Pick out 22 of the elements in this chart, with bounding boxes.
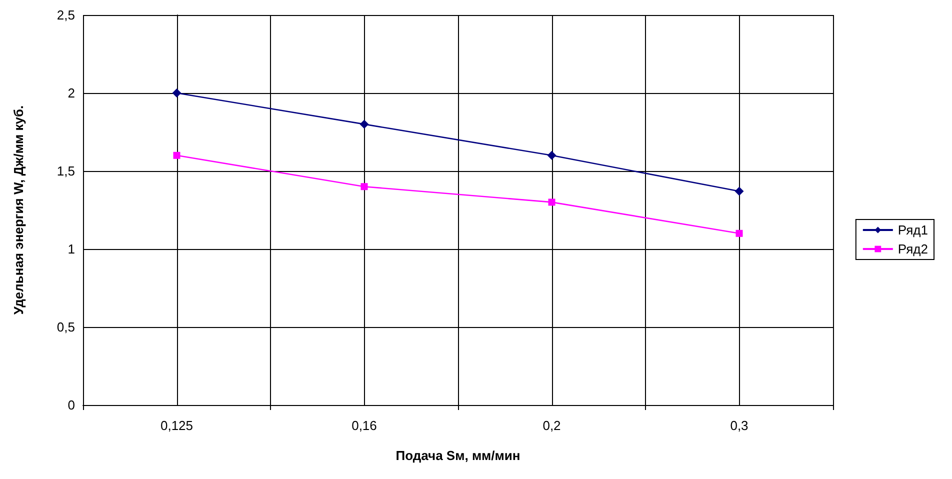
point [548, 198, 556, 206]
y-tick-label: 2,5 [56, 8, 75, 22]
x-tick-label: 0,16 [352, 418, 377, 433]
y-axis-title: Удельная энергия W, Дж/мм куб. [11, 105, 26, 315]
x-tick-label: 0,2 [542, 418, 561, 433]
y-tick-label: 1 [68, 242, 75, 256]
legend-label: Ряд1 [898, 222, 928, 238]
y-tick-label: 0,5 [56, 320, 75, 334]
point [172, 88, 182, 98]
legend-label: Ряд2 [898, 242, 928, 256]
point [734, 186, 744, 196]
point [360, 120, 369, 129]
y-tick-label: 2 [68, 86, 75, 100]
point [736, 230, 743, 237]
y-tick-label: 1,5 [56, 164, 75, 178]
x-axis-title: Подача Sм, мм/мин [396, 448, 520, 463]
y-tick-label: 0 [68, 398, 75, 412]
point [360, 183, 368, 190]
point [173, 152, 180, 159]
x-tick-label: 0,125 [160, 418, 194, 433]
x-tick-label: 0,3 [730, 418, 748, 433]
point [547, 150, 556, 160]
